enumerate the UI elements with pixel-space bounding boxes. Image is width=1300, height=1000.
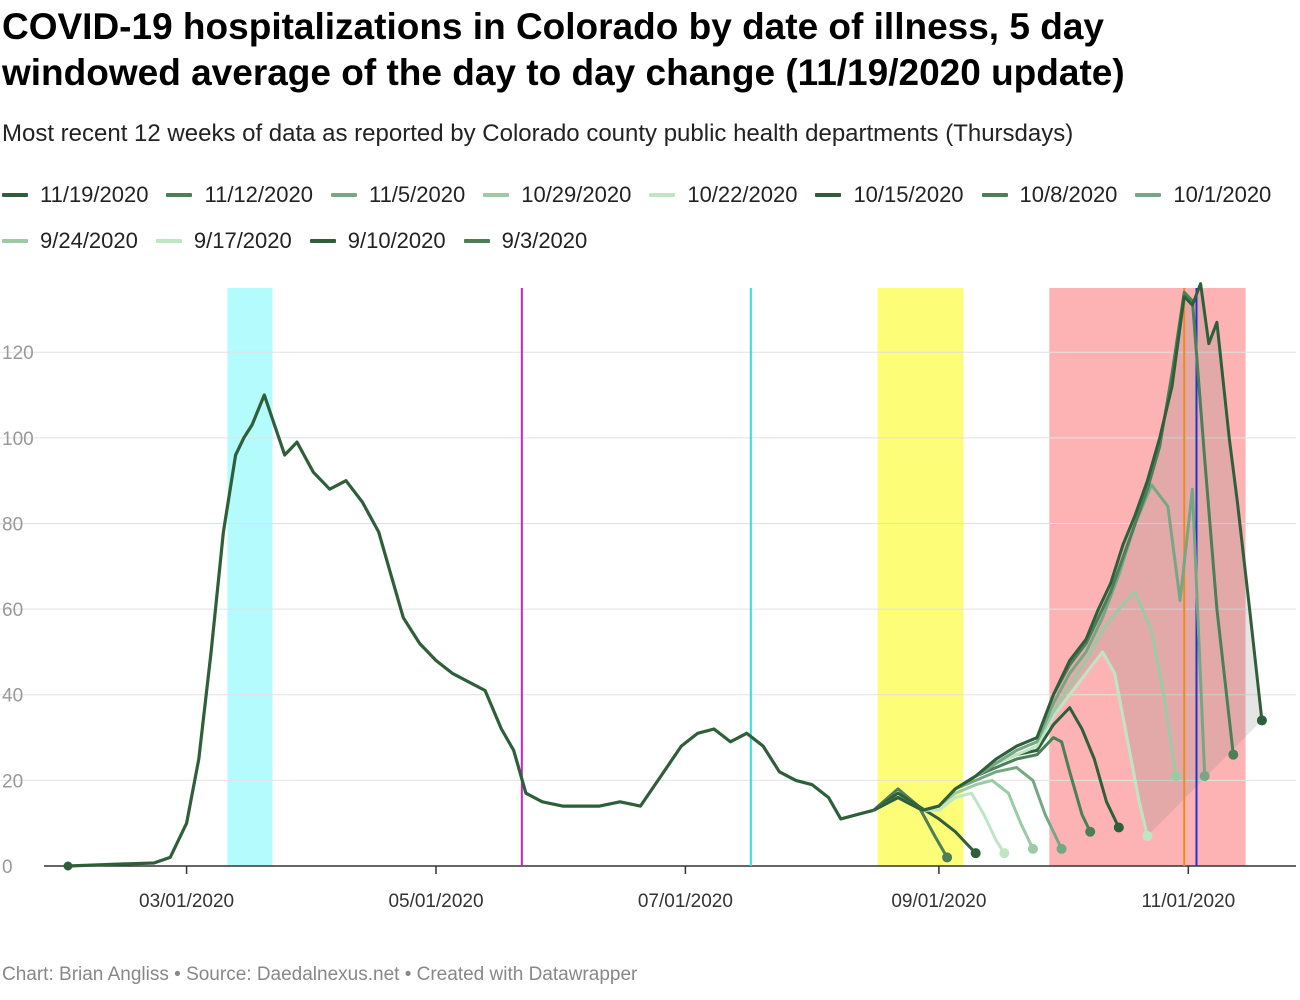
legend-label: 11/19/2020 <box>40 182 149 207</box>
legend-swatch <box>1135 193 1162 197</box>
legend-item-1: 11/12/2020 <box>166 180 313 210</box>
legend-item-10: 9/10/2020 <box>309 226 446 256</box>
line-chart: 0 20 40 60 80 100 120 03/01/2020 05/01/2020 07/01… <box>0 282 1296 912</box>
x-tick-label-0: 03/01/2020 <box>139 891 234 912</box>
series-line-history <box>67 393 874 868</box>
legend-swatch <box>2 239 28 243</box>
legend-swatch <box>463 239 490 243</box>
legend-swatch <box>649 193 676 197</box>
legend-swatch <box>2 193 28 197</box>
y-tick-label-100: 100 <box>2 429 34 450</box>
legend-swatch <box>166 193 193 197</box>
legend-label: 11/12/2020 <box>204 182 313 207</box>
y-tick-label-120: 120 <box>2 343 34 364</box>
series-end-point-6 <box>1085 826 1096 837</box>
legend-label: 9/10/2020 <box>347 228 446 253</box>
revision-band <box>1053 283 1262 836</box>
legend-label: 10/8/2020 <box>1019 182 1118 207</box>
highlight-range-1 <box>877 288 964 866</box>
legend-item-0: 11/19/2020 <box>2 180 148 210</box>
legend-item-5: 10/15/2020 <box>815 180 964 210</box>
series-line-10 <box>872 791 977 855</box>
series-end-point-5 <box>1113 822 1124 833</box>
chart-subtitle: Most recent 12 weeks of data as reported… <box>2 120 1074 147</box>
legend-item-6: 10/8/2020 <box>981 180 1118 210</box>
legend-label: 10/29/2020 <box>521 182 632 207</box>
legend-label: 9/24/2020 <box>40 228 138 253</box>
x-tick-label-3: 09/01/2020 <box>891 891 986 912</box>
legend-item-2: 11/5/2020 <box>330 180 466 210</box>
legend-swatch <box>330 193 357 197</box>
y-tick-label-40: 40 <box>2 686 23 707</box>
chart-title: COVID-19 hospitalizations in Colorado by… <box>2 6 1125 93</box>
legend-label: 10/22/2020 <box>687 182 798 207</box>
y-tick-label-0: 0 <box>2 857 13 878</box>
series-end-point-3 <box>1171 771 1182 782</box>
series-end-point-11 <box>942 852 953 863</box>
chart-footer: Chart: Brian Angliss • Source: Daedalnex… <box>2 964 638 985</box>
series-end-point-8 <box>1027 843 1038 854</box>
legend-item-8: 9/24/2020 <box>2 226 138 256</box>
highlight-range-0 <box>227 288 273 866</box>
series-end-point-7 <box>1056 843 1067 854</box>
series-line-0 <box>872 282 1264 812</box>
legend-item-4: 10/22/2020 <box>649 180 797 210</box>
legend-swatch <box>155 239 182 243</box>
legend-item-7: 10/1/2020 <box>1135 180 1271 210</box>
legend-label: 9/3/2020 <box>501 228 588 253</box>
series-start-point <box>63 861 73 871</box>
legend-label: 10/1/2020 <box>1173 182 1272 207</box>
legend-item-11: 9/3/2020 <box>463 226 588 256</box>
legend-label: 11/5/2020 <box>368 182 466 207</box>
y-tick-label-80: 80 <box>2 514 23 535</box>
legend: 11/19/2020 11/12/2020 11/5/2020 10/29/2020 1… <box>2 180 1298 256</box>
series-end-point-1 <box>1228 749 1239 760</box>
x-tick-label-1: 05/01/2020 <box>388 891 483 912</box>
legend-item-3: 10/29/2020 <box>483 180 631 210</box>
x-tick-label-2: 07/01/2020 <box>638 891 733 912</box>
legend-swatch <box>309 239 336 243</box>
series-end-point-2 <box>1199 771 1210 782</box>
legend-item-9: 9/17/2020 <box>155 226 292 256</box>
series-end-point-9 <box>999 848 1010 859</box>
series-end-point-0 <box>1256 715 1267 726</box>
x-tick-label-4: 11/01/2020 <box>1141 891 1235 912</box>
y-tick-label-20: 20 <box>2 771 23 792</box>
legend-swatch <box>483 193 510 197</box>
series-end-point-10 <box>970 848 981 859</box>
series-end-point-4 <box>1142 831 1153 842</box>
legend-swatch <box>815 193 842 197</box>
y-tick-label-60: 60 <box>2 600 23 621</box>
legend-label: 10/15/2020 <box>853 182 964 207</box>
legend-label: 9/17/2020 <box>193 228 292 253</box>
legend-swatch <box>981 193 1008 197</box>
